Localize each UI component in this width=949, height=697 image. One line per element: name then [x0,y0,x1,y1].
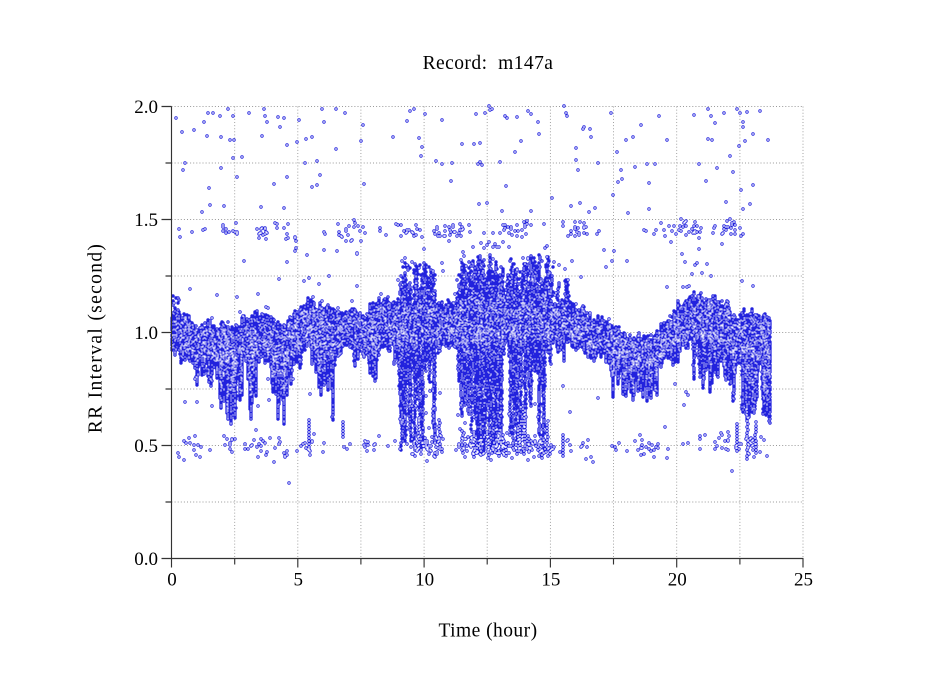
svg-text:0.5: 0.5 [134,436,158,457]
svg-text:Record: m147a: Record: m147a [423,53,554,74]
svg-text:20: 20 [668,570,687,591]
svg-text:25: 25 [794,570,813,591]
svg-text:5: 5 [294,570,304,591]
svg-text:1.0: 1.0 [134,323,158,344]
svg-text:0.0: 0.0 [134,549,158,570]
svg-text:RR Interval (second): RR Interval (second) [86,243,107,434]
svg-text:2.0: 2.0 [134,97,158,118]
svg-text:1.5: 1.5 [134,210,158,231]
svg-text:10: 10 [415,570,434,591]
svg-text:15: 15 [541,570,560,591]
svg-text:0: 0 [167,570,177,591]
svg-text:Time (hour): Time (hour) [438,621,537,642]
